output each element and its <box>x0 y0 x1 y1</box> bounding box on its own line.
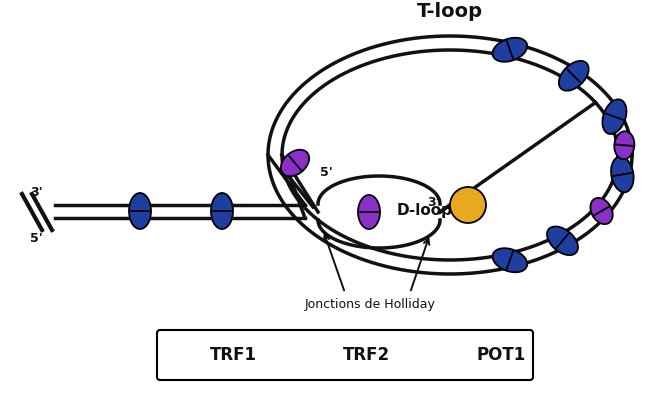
Ellipse shape <box>493 248 527 272</box>
Ellipse shape <box>614 131 634 159</box>
Text: D-loop: D-loop <box>397 202 453 218</box>
Ellipse shape <box>129 193 151 229</box>
Ellipse shape <box>211 193 233 229</box>
Text: TRF2: TRF2 <box>343 346 390 364</box>
Ellipse shape <box>450 187 486 223</box>
Text: 5': 5' <box>320 166 332 179</box>
Text: 5': 5' <box>30 231 43 245</box>
Ellipse shape <box>591 198 612 224</box>
Ellipse shape <box>559 61 589 91</box>
Ellipse shape <box>358 195 380 229</box>
Text: 3': 3' <box>428 197 440 210</box>
Text: POT1: POT1 <box>477 346 526 364</box>
Ellipse shape <box>611 157 634 192</box>
Ellipse shape <box>177 340 197 370</box>
Ellipse shape <box>281 150 309 176</box>
Ellipse shape <box>439 339 471 371</box>
FancyBboxPatch shape <box>157 330 533 380</box>
Text: Jonctions de Holliday: Jonctions de Holliday <box>305 298 436 311</box>
Text: 3': 3' <box>30 187 43 200</box>
Ellipse shape <box>310 341 330 369</box>
Text: TRF1: TRF1 <box>210 346 257 364</box>
Ellipse shape <box>493 38 527 62</box>
Ellipse shape <box>602 99 626 134</box>
Ellipse shape <box>547 226 578 255</box>
Text: T-loop: T-loop <box>417 2 483 21</box>
